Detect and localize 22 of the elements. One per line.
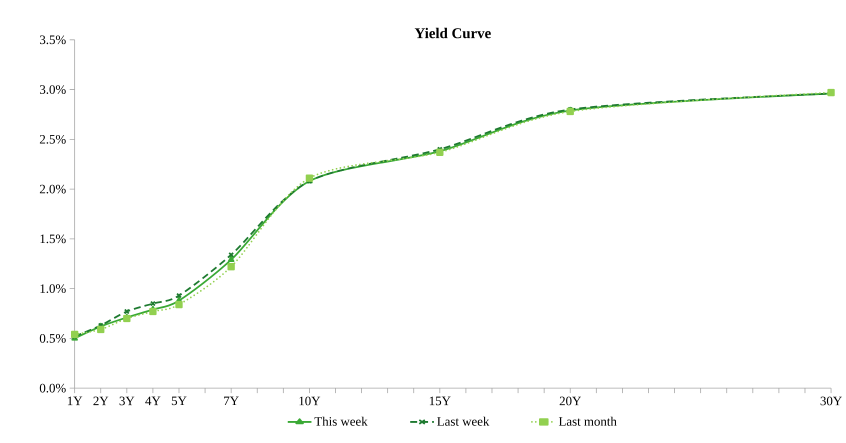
- x-tick-label: 3Y: [120, 396, 134, 406]
- x-tick-label: 2Y: [93, 396, 108, 406]
- legend-label: Last month: [558, 416, 617, 426]
- x-tick-label: 30Y: [820, 396, 842, 406]
- x-tick-label: 20Y: [560, 396, 582, 406]
- y-tick-label: 1.0%: [40, 284, 66, 294]
- legend-label: This week: [314, 416, 368, 426]
- x-tick-label: 15Y: [430, 396, 451, 406]
- y-tick-label: 0.5%: [40, 334, 66, 343]
- y-tick-label: 3.0%: [40, 85, 66, 94]
- x-tick-label: 10Y: [299, 396, 320, 406]
- x-tick-label: 4Y: [145, 396, 160, 406]
- y-tick-label: 2.5%: [40, 135, 66, 144]
- y-tick-label: 0.0%: [40, 384, 66, 393]
- x-tick-label: 5Y: [172, 396, 187, 406]
- y-tick-label: 3.5%: [40, 35, 66, 44]
- y-tick-label: 1.5%: [40, 234, 66, 244]
- x-tick-label: 1Y: [68, 396, 82, 406]
- legend-label: Last week: [437, 416, 490, 426]
- x-tick-label: 7Y: [224, 396, 239, 406]
- y-tick-label: 2.0%: [40, 184, 66, 194]
- chart-title: Yield Curve: [414, 28, 491, 38]
